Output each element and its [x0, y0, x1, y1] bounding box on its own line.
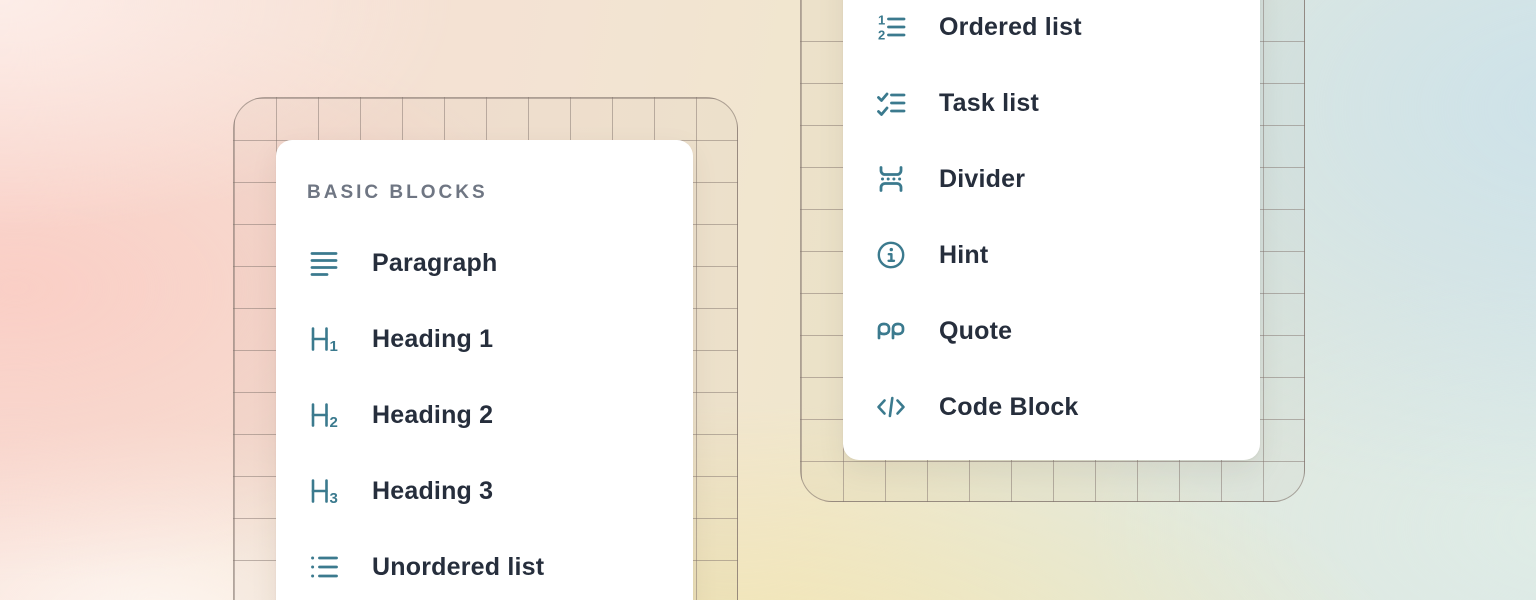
menu-item-label: Task list [939, 88, 1039, 117]
menu-item-quote[interactable]: Quote [843, 293, 1260, 369]
basic-blocks-menu: Paragraph 1 Heading 1 2 Heading 2 3 Heading 3 U… [276, 225, 693, 600]
task-list-icon [875, 87, 907, 119]
menu-item-label: Hint [939, 240, 989, 269]
basic-blocks-card: BASIC BLOCKS Paragraph 1 Heading 1 2 Heading… [276, 140, 693, 600]
svg-text:3: 3 [330, 490, 338, 507]
menu-item-label: Heading 2 [372, 400, 494, 429]
svg-text:2: 2 [878, 28, 885, 43]
svg-text:1: 1 [878, 13, 885, 28]
menu-item-divider[interactable]: Divider [843, 141, 1260, 217]
svg-text:2: 2 [330, 414, 338, 431]
menu-item-label: Paragraph [372, 248, 498, 277]
svg-text:1: 1 [330, 338, 338, 355]
menu-item-label: Heading 3 [372, 476, 494, 505]
menu-item-label: Unordered list [372, 552, 545, 581]
menu-item-label: Divider [939, 164, 1026, 193]
menu-item-label: Heading 1 [372, 324, 494, 353]
heading-2-icon: 2 [308, 399, 340, 431]
menu-item-ordered-list[interactable]: 1 2 Ordered list [843, 0, 1260, 65]
heading-1-icon: 1 [308, 323, 340, 355]
paragraph-icon [308, 247, 340, 279]
more-blocks-card: 1 2 Ordered list Task list Divider Hint Quote C… [843, 0, 1260, 460]
hint-icon [875, 239, 907, 271]
menu-item-label: Code Block [939, 392, 1079, 421]
menu-item-paragraph[interactable]: Paragraph [276, 225, 693, 301]
menu-item-unordered-list[interactable]: Unordered list [276, 529, 693, 600]
menu-item-heading-1[interactable]: 1 Heading 1 [276, 301, 693, 377]
more-blocks-menu: 1 2 Ordered list Task list Divider Hint Quote C… [843, 0, 1260, 445]
code-block-icon [875, 391, 907, 423]
menu-item-heading-3[interactable]: 3 Heading 3 [276, 453, 693, 529]
menu-item-code-block[interactable]: Code Block [843, 369, 1260, 445]
menu-item-hint[interactable]: Hint [843, 217, 1260, 293]
menu-item-label: Ordered list [939, 12, 1082, 41]
heading-3-icon: 3 [308, 475, 340, 507]
quote-icon [875, 315, 907, 347]
section-title-basic-blocks: BASIC BLOCKS [307, 182, 488, 203]
menu-item-heading-2[interactable]: 2 Heading 2 [276, 377, 693, 453]
menu-item-task-list[interactable]: Task list [843, 65, 1260, 141]
unordered-list-icon [308, 551, 340, 583]
divider-icon [875, 163, 907, 195]
menu-item-label: Quote [939, 316, 1013, 345]
